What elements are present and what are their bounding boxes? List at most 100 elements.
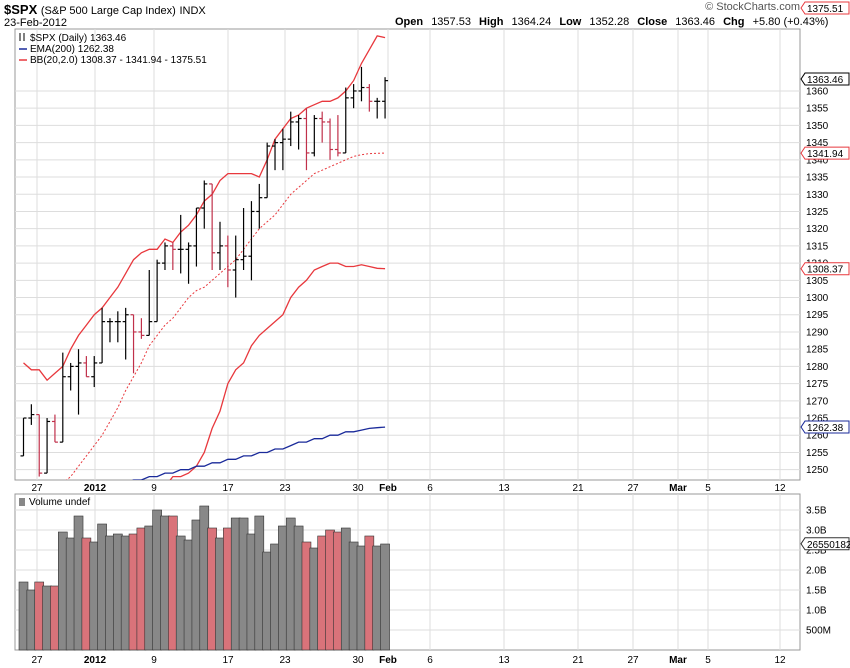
ohlc-bar [114, 311, 121, 343]
low-label: Low [559, 16, 582, 28]
ohlc-bar [122, 307, 129, 360]
price-tick-label: 1330 [806, 190, 829, 201]
ohlc-bar [138, 318, 145, 339]
volume-legend-swatch [19, 498, 25, 506]
x-tick-label: 13 [498, 483, 510, 494]
price-panel-frame [14, 28, 801, 481]
x-tick-label: 13 [498, 655, 510, 666]
price-tick-label: 1275 [806, 379, 829, 390]
volume-tick-label: 2.0B [806, 566, 827, 577]
x-tick-label: Feb [379, 483, 397, 494]
ohlc-bar [59, 352, 66, 443]
x-tick-label: 9 [151, 655, 157, 666]
exchange: INDX [179, 5, 206, 17]
legend-entry: EMA(200) 1262.38 [30, 44, 114, 55]
ohlc-bar [193, 207, 200, 267]
price-tick-label: 1255 [806, 448, 829, 459]
ohlc-bar [295, 115, 302, 150]
x-tick-label: 2012 [84, 483, 107, 494]
ema-tag: 1262.38 [800, 420, 850, 434]
ohlc-bar [240, 208, 247, 270]
ohlc-bar [51, 414, 58, 443]
ohlc-bar [350, 84, 357, 109]
ohlc-bar [303, 108, 310, 171]
header-date: 23-Feb-2012 [4, 17, 67, 29]
chg-value: +5.80 (+0.43%) [752, 16, 829, 28]
x-tick-label: 17 [222, 655, 234, 666]
ohlc-bar [146, 269, 153, 337]
ohlc-bar [272, 139, 279, 171]
ohlc-bar [319, 111, 326, 143]
ohlc-bar [358, 66, 365, 102]
ohlc-bar [75, 349, 82, 415]
x-tick-label: 6 [427, 483, 433, 494]
close-label: Close [637, 16, 668, 28]
ohlc-bar [161, 242, 168, 270]
ohlc-bar [382, 77, 389, 119]
ohlc-bar [99, 307, 106, 364]
ohlc-bar [201, 180, 208, 229]
price-tick-label: 1280 [806, 362, 829, 373]
x-tick-label: 5 [705, 655, 711, 666]
ohlc-bar [36, 413, 43, 477]
price-tick-label: 1285 [806, 345, 829, 356]
high-label: High [479, 16, 504, 28]
ohlc-bar [264, 142, 271, 199]
bb-mid-tag-text: 1341.94 [807, 149, 844, 160]
open-value: 1357.53 [431, 16, 471, 28]
ohlc-bar [20, 417, 27, 457]
bb-lower-tag: 1308.37 [800, 262, 850, 276]
watermark: © StockCharts.com [705, 1, 800, 13]
legend-entry: BB(20,2.0) 1308.37 - 1341.94 - 1375.51 [30, 55, 207, 66]
price-tag-text: 1363.46 [807, 75, 844, 86]
ohlc-bar [248, 201, 255, 281]
price-tick-label: 1360 [806, 86, 829, 97]
ohlc-bar [311, 115, 318, 157]
price-tick-label: 1325 [806, 207, 829, 218]
ohlc-bar [91, 356, 98, 388]
price-tag-box [800, 72, 850, 86]
symbol-name: (S&P 500 Large Cap Index) [40, 5, 176, 17]
bb-mid-tag: 1341.94 [800, 146, 850, 160]
ohlc-bar [279, 128, 286, 171]
bb-lower-tag-text: 1308.37 [807, 265, 844, 276]
high-value: 1364.24 [511, 16, 552, 28]
volume-tick-label: 1.5B [806, 586, 827, 597]
bb-upper-tag-text: 1375.51 [807, 4, 844, 15]
volume-tag: 26550182 [800, 537, 850, 551]
x-tick-label: 27 [31, 655, 43, 666]
ema-tag-text: 1262.38 [807, 423, 844, 434]
bb-lower-line [169, 262, 386, 480]
header-symbol-line: $SPX (S&P 500 Large Cap Index) INDX [4, 2, 206, 17]
x-tick-label: 23 [279, 483, 291, 494]
x-tick-label: 5 [705, 483, 711, 494]
x-tick-label: Mar [669, 483, 687, 494]
price-tick-label: 1250 [806, 465, 829, 476]
price-tick-label: 1265 [806, 414, 829, 425]
volume-tick-label: 1.0B [806, 606, 827, 617]
ohlc-bar [232, 235, 239, 298]
volume-legend: Volume undef [29, 497, 90, 508]
volume-tick-label: 2.5B [806, 546, 827, 557]
x-tick-label: 27 [31, 483, 43, 494]
ohlc-bar [83, 356, 90, 378]
ohlc-bar [106, 318, 113, 343]
x-tick-label: Feb [379, 655, 397, 666]
volume-tag-box [800, 537, 850, 551]
ohlc-bar [327, 118, 334, 160]
volume-tick-label: 3.0B [806, 526, 827, 537]
x-tick-label: 23 [279, 655, 291, 666]
x-tick-label: 17 [222, 483, 234, 494]
bb-upper-tag-box [800, 1, 850, 15]
ohlc-summary: Open 1357.53 High 1364.24 Low 1352.28 Cl… [395, 16, 828, 28]
open-label: Open [395, 16, 424, 28]
x-tick-label: 21 [572, 483, 584, 494]
bb-lower-tag-box [800, 262, 850, 276]
ohlc-bar [224, 235, 231, 288]
volume-tick-label: 3.5B [806, 506, 827, 517]
x-tick-label: 12 [774, 655, 786, 666]
ohlc-bar [169, 242, 176, 270]
price-tick-label: 1350 [806, 121, 829, 132]
x-tick-label: 27 [627, 655, 639, 666]
